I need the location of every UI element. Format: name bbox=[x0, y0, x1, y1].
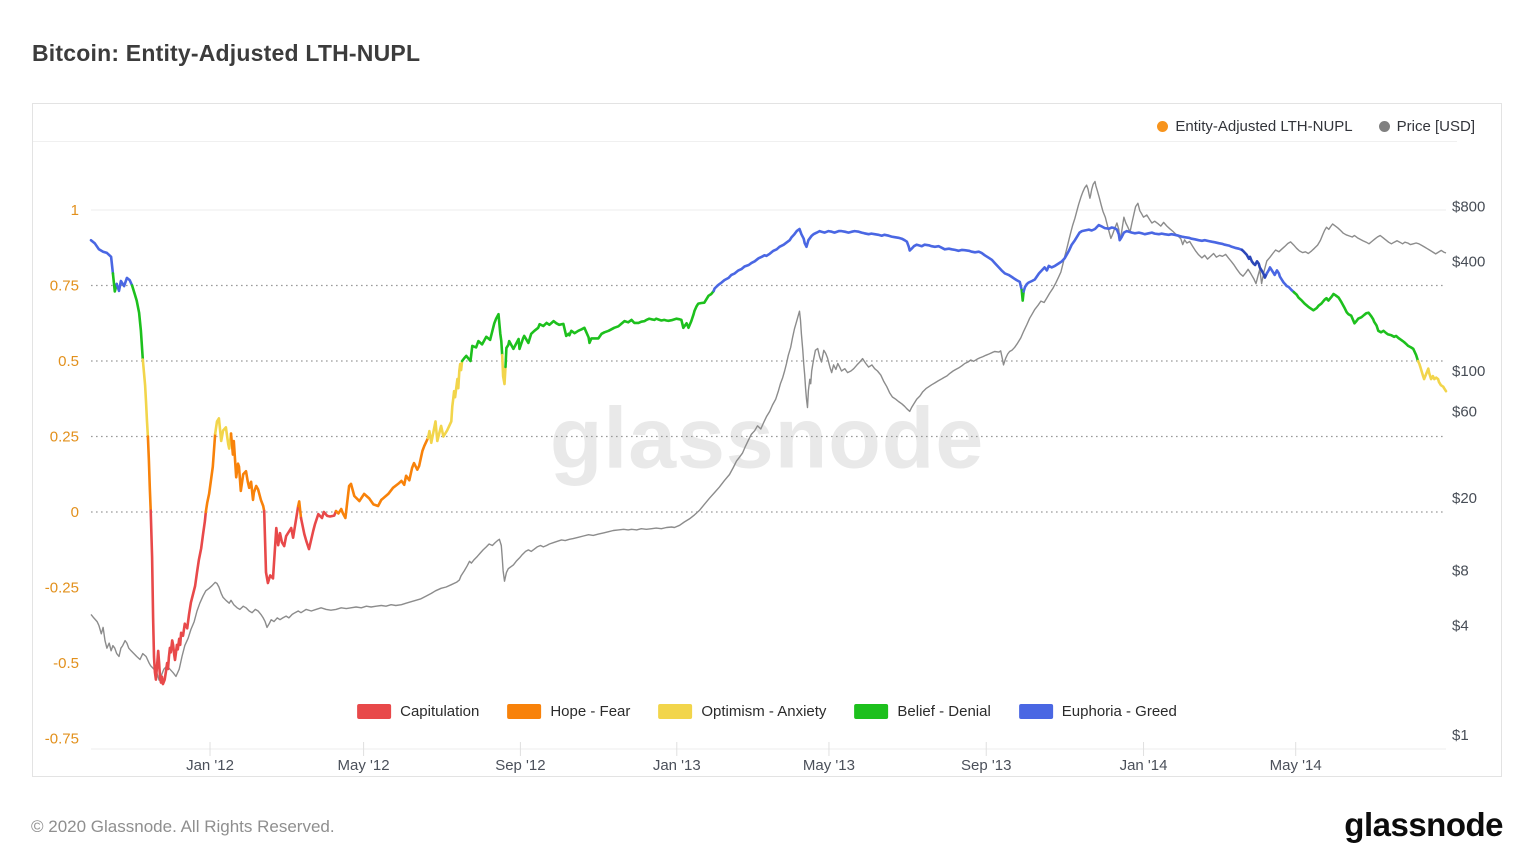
regime-color-swatch bbox=[507, 704, 542, 719]
glassnode-logo: glassnode bbox=[1344, 806, 1503, 843]
nupl-line-segment bbox=[1022, 223, 1244, 293]
copyright-text: © 2020 Glassnode. All Rights Reserved. bbox=[31, 817, 335, 836]
right-axis-tick-label: $60 bbox=[1452, 403, 1477, 420]
price-line bbox=[90, 180, 1447, 681]
regime-color-swatch bbox=[1018, 704, 1053, 719]
regime-legend-label: Euphoria - Greed bbox=[1061, 703, 1177, 720]
regime-color-swatch bbox=[357, 704, 392, 719]
series-legend-label: Price [USD] bbox=[1396, 118, 1475, 135]
x-axis-tick-label: May '12 bbox=[338, 757, 390, 774]
nupl-line-segment bbox=[1265, 266, 1296, 294]
nupl-line-segment bbox=[229, 432, 266, 513]
right-axis-tick-label: $20 bbox=[1452, 490, 1477, 507]
x-axis-tick-label: Jan '12 bbox=[186, 757, 234, 774]
nupl-line-segment bbox=[130, 284, 145, 361]
series-legend: Entity-Adjusted LTH-NUPL Price [USD] bbox=[1157, 118, 1475, 135]
nupl-line-segment bbox=[141, 358, 150, 438]
regime-legend-label: Optimism - Anxiety bbox=[701, 703, 827, 720]
regime-legend-label: Belief - Denial bbox=[897, 703, 991, 720]
regime-legend-label: Hope - Fear bbox=[550, 703, 631, 720]
regime-legend-item[interactable]: Optimism - Anxiety bbox=[658, 703, 826, 720]
series-legend-item[interactable]: Entity-Adjusted LTH-NUPL bbox=[1157, 118, 1353, 135]
right-axis-tick-label: $8 bbox=[1452, 563, 1469, 580]
legend-dot-icon bbox=[1378, 121, 1390, 132]
regime-legend: Capitulation Hope - Fear Optimism - Anxiet… bbox=[357, 703, 1177, 720]
regime-legend-item[interactable]: Belief - Denial bbox=[854, 703, 991, 720]
right-axis-tick-label: $4 bbox=[1452, 617, 1469, 634]
regime-legend-item[interactable]: Capitulation bbox=[357, 703, 479, 720]
nupl-line-segment bbox=[1416, 359, 1448, 393]
legend-dot-icon bbox=[1157, 121, 1169, 132]
nupl-line-segment bbox=[149, 509, 208, 686]
nupl-line-segment bbox=[1292, 290, 1420, 363]
left-axis-tick-label: 0.5 bbox=[58, 353, 79, 370]
x-axis-tick-label: Jan '14 bbox=[1120, 757, 1168, 774]
right-axis-tick-label: $100 bbox=[1452, 363, 1485, 380]
series-legend-item[interactable]: Price [USD] bbox=[1378, 118, 1475, 135]
x-axis-tick-label: May '13 bbox=[803, 757, 855, 774]
regime-legend-item[interactable]: Euphoria - Greed bbox=[1018, 703, 1177, 720]
x-axis-tick-label: Jan '13 bbox=[653, 757, 701, 774]
x-axis-tick-label: Sep '12 bbox=[495, 757, 545, 774]
legend-separator bbox=[33, 141, 1457, 142]
chart-plot-area[interactable]: Jan '12 May '12 Sep '12 Jan '13 May '13 Sep '… bbox=[33, 104, 1501, 776]
nupl-line-segment bbox=[296, 500, 303, 520]
nupl-line-segment bbox=[500, 353, 507, 386]
right-axis-tick-label: $800 bbox=[1452, 199, 1485, 216]
nupl-line-segment bbox=[299, 509, 338, 551]
x-axis-tick-label: Sep '13 bbox=[961, 757, 1011, 774]
right-axis-tick-label: $400 bbox=[1452, 253, 1485, 270]
nupl-line-segment bbox=[504, 289, 715, 369]
nupl-line-segment bbox=[334, 436, 430, 520]
left-axis-tick-label: 1 bbox=[71, 202, 79, 219]
left-axis-tick-label: -0.5 bbox=[53, 655, 79, 672]
nupl-line-segment bbox=[1240, 248, 1269, 279]
left-axis-tick-label: -0.75 bbox=[45, 731, 79, 748]
chart-title: Bitcoin: Entity-Adjusted LTH-NUPL bbox=[32, 40, 421, 66]
left-axis-tick-label: 0 bbox=[71, 504, 79, 521]
left-axis-tick-label: 0.75 bbox=[50, 278, 79, 295]
nupl-line-segment bbox=[146, 435, 152, 512]
nupl-line-segment bbox=[213, 417, 233, 450]
series-legend-label: Entity-Adjusted LTH-NUPL bbox=[1175, 118, 1353, 135]
left-axis-tick-label: 0.25 bbox=[50, 429, 79, 446]
nupl-line-segment bbox=[204, 432, 217, 514]
regime-legend-label: Capitulation bbox=[400, 703, 480, 720]
right-axis-tick-label: $1 bbox=[1452, 727, 1469, 744]
nupl-line-segment bbox=[262, 504, 300, 585]
regime-color-swatch bbox=[854, 704, 889, 719]
nupl-line-segment bbox=[111, 272, 118, 293]
regime-color-swatch bbox=[658, 704, 693, 719]
nupl-line-segment bbox=[426, 359, 464, 445]
x-axis-tick-label: May '14 bbox=[1270, 757, 1322, 774]
nupl-line-segment bbox=[1020, 288, 1025, 302]
glassnode-watermark: glassnode bbox=[549, 390, 985, 487]
nupl-line-segment bbox=[115, 276, 134, 293]
nupl-line-segment bbox=[460, 312, 504, 363]
nupl-line-segment bbox=[89, 238, 115, 275]
chart-card: glassnode Jan '12 May '12 Sep '12 Jan '13 Ma… bbox=[32, 103, 1502, 777]
regime-legend-item[interactable]: Hope - Fear bbox=[507, 703, 630, 720]
left-axis-tick-label: -0.25 bbox=[45, 580, 79, 597]
nupl-line-segment bbox=[712, 227, 1023, 293]
